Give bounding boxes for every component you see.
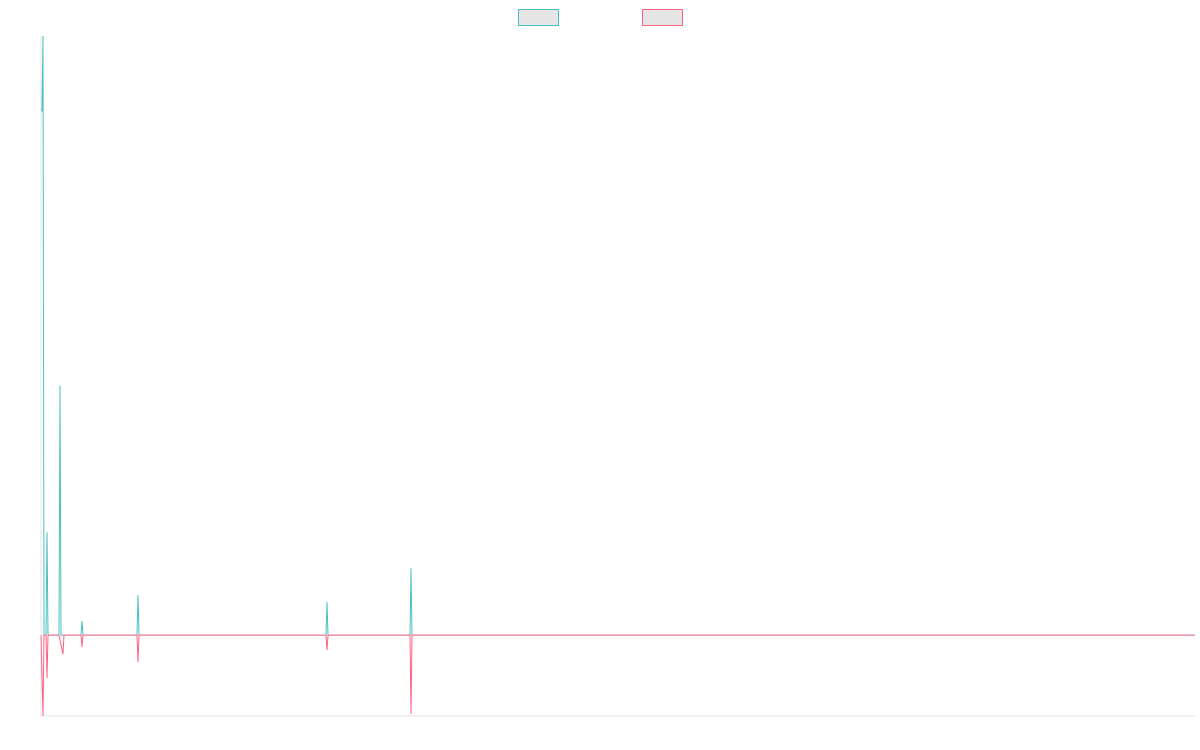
series-layer [40, 35, 1195, 717]
legend-item-2[interactable] [642, 9, 683, 26]
series-line-1 [41, 35, 1195, 636]
series-line-2 [40, 634, 1195, 717]
legend-swatch-2[interactable] [642, 9, 683, 26]
chart-legend[interactable] [518, 9, 683, 26]
legend-swatch-1[interactable] [518, 9, 559, 26]
legend-item-1[interactable] [518, 9, 559, 26]
